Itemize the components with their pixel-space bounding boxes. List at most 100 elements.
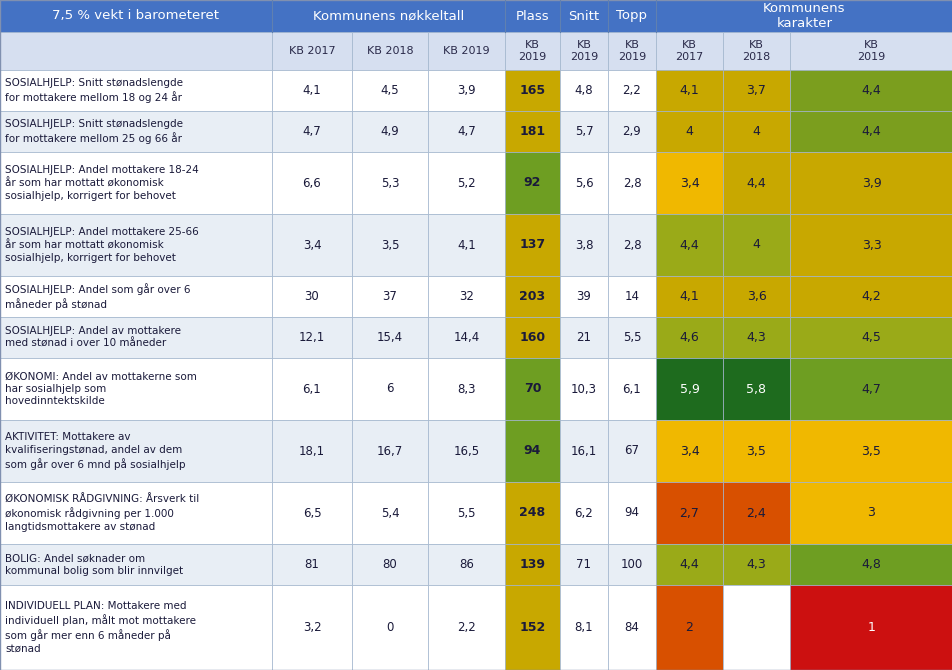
Text: 3,4: 3,4 — [679, 444, 699, 458]
Text: KB
2019: KB 2019 — [617, 40, 645, 62]
Bar — [607, 214, 655, 276]
Bar — [351, 111, 427, 152]
Text: 2,9: 2,9 — [622, 125, 641, 138]
Text: 3,3: 3,3 — [861, 239, 881, 251]
Text: SOSIALHJELP: Andel mottakere 25-66
år som har mottatt økonomisk
sosialhjelp, kor: SOSIALHJELP: Andel mottakere 25-66 år so… — [5, 227, 199, 263]
Text: 4,1: 4,1 — [679, 84, 699, 97]
Text: 3,2: 3,2 — [303, 621, 321, 634]
Text: 5,2: 5,2 — [457, 176, 475, 190]
Text: 3,5: 3,5 — [381, 239, 399, 251]
Text: 4,5: 4,5 — [861, 331, 881, 344]
Bar — [0, 70, 271, 111]
Text: 84: 84 — [624, 621, 639, 634]
Text: 5,9: 5,9 — [679, 383, 699, 395]
Bar — [607, 276, 655, 317]
Text: 5,6: 5,6 — [574, 176, 593, 190]
Bar — [271, 276, 351, 317]
Bar — [0, 276, 271, 317]
Bar — [351, 358, 427, 420]
Text: 2,7: 2,7 — [679, 507, 699, 519]
Bar — [607, 358, 655, 420]
Bar — [427, 152, 505, 214]
Text: 4,7: 4,7 — [861, 383, 881, 395]
Text: 2,8: 2,8 — [622, 239, 641, 251]
Text: ØKONOMISK RÅDGIVNING: Årsverk til
økonomisk rådgivning per 1.000
langtidsmottake: ØKONOMISK RÅDGIVNING: Årsverk til økonom… — [5, 494, 199, 532]
Bar — [789, 482, 952, 544]
Bar — [0, 544, 271, 585]
Bar — [505, 544, 560, 585]
Text: 165: 165 — [519, 84, 545, 97]
Bar — [427, 482, 505, 544]
Text: 5,4: 5,4 — [380, 507, 399, 519]
Text: 181: 181 — [519, 125, 545, 138]
Bar — [655, 317, 723, 358]
Bar — [723, 482, 789, 544]
Bar — [655, 32, 723, 70]
Text: 4,7: 4,7 — [303, 125, 321, 138]
Bar — [723, 276, 789, 317]
Bar — [0, 152, 271, 214]
Text: 80: 80 — [382, 558, 397, 571]
Text: 6,2: 6,2 — [574, 507, 593, 519]
Text: Kommunens nøkkeltall: Kommunens nøkkeltall — [312, 9, 464, 23]
Bar — [0, 482, 271, 544]
Text: Kommunens
karakter: Kommunens karakter — [763, 2, 844, 30]
Bar — [560, 70, 607, 111]
Text: 5,5: 5,5 — [457, 507, 475, 519]
Text: KB 2019: KB 2019 — [443, 46, 489, 56]
Text: 4,4: 4,4 — [679, 239, 699, 251]
Bar — [789, 32, 952, 70]
Bar — [560, 544, 607, 585]
Bar — [723, 111, 789, 152]
Text: 15,4: 15,4 — [377, 331, 403, 344]
Text: 14,4: 14,4 — [453, 331, 479, 344]
Text: 4,2: 4,2 — [861, 290, 881, 303]
Bar — [560, 152, 607, 214]
Text: 8,3: 8,3 — [457, 383, 475, 395]
Text: 5,8: 5,8 — [745, 383, 765, 395]
Bar — [655, 152, 723, 214]
Text: 5,7: 5,7 — [574, 125, 593, 138]
Text: AKTIVITET: Mottakere av
kvalifiseringstønad, andel av dem
som går over 6 mnd på : AKTIVITET: Mottakere av kvalifiseringstø… — [5, 432, 186, 470]
Bar — [0, 111, 271, 152]
Bar — [427, 420, 505, 482]
Bar — [560, 0, 607, 32]
Bar — [560, 32, 607, 70]
Text: 5,5: 5,5 — [622, 331, 641, 344]
Text: 21: 21 — [576, 331, 591, 344]
Bar — [607, 420, 655, 482]
Bar — [427, 358, 505, 420]
Text: 1: 1 — [866, 621, 875, 634]
Text: 4,8: 4,8 — [574, 84, 593, 97]
Bar — [271, 317, 351, 358]
Bar — [560, 482, 607, 544]
Text: 6,1: 6,1 — [303, 383, 321, 395]
Text: 70: 70 — [524, 383, 541, 395]
Text: 32: 32 — [459, 290, 473, 303]
Text: 152: 152 — [519, 621, 545, 634]
Bar — [427, 32, 505, 70]
Bar — [0, 358, 271, 420]
Text: KB
2018: KB 2018 — [742, 40, 770, 62]
Bar — [723, 214, 789, 276]
Text: 16,5: 16,5 — [453, 444, 479, 458]
Text: 3,4: 3,4 — [679, 176, 699, 190]
Text: 137: 137 — [519, 239, 545, 251]
Bar — [0, 420, 271, 482]
Bar — [271, 358, 351, 420]
Text: 2,2: 2,2 — [622, 84, 641, 97]
Bar — [505, 482, 560, 544]
Text: 4,9: 4,9 — [380, 125, 399, 138]
Bar — [560, 358, 607, 420]
Text: 71: 71 — [576, 558, 591, 571]
Bar — [505, 420, 560, 482]
Text: 16,1: 16,1 — [570, 444, 597, 458]
Bar — [505, 32, 560, 70]
Bar — [789, 544, 952, 585]
Bar — [351, 317, 427, 358]
Text: 4,1: 4,1 — [457, 239, 475, 251]
Bar — [271, 0, 505, 32]
Bar — [655, 585, 723, 670]
Bar — [0, 214, 271, 276]
Bar — [655, 482, 723, 544]
